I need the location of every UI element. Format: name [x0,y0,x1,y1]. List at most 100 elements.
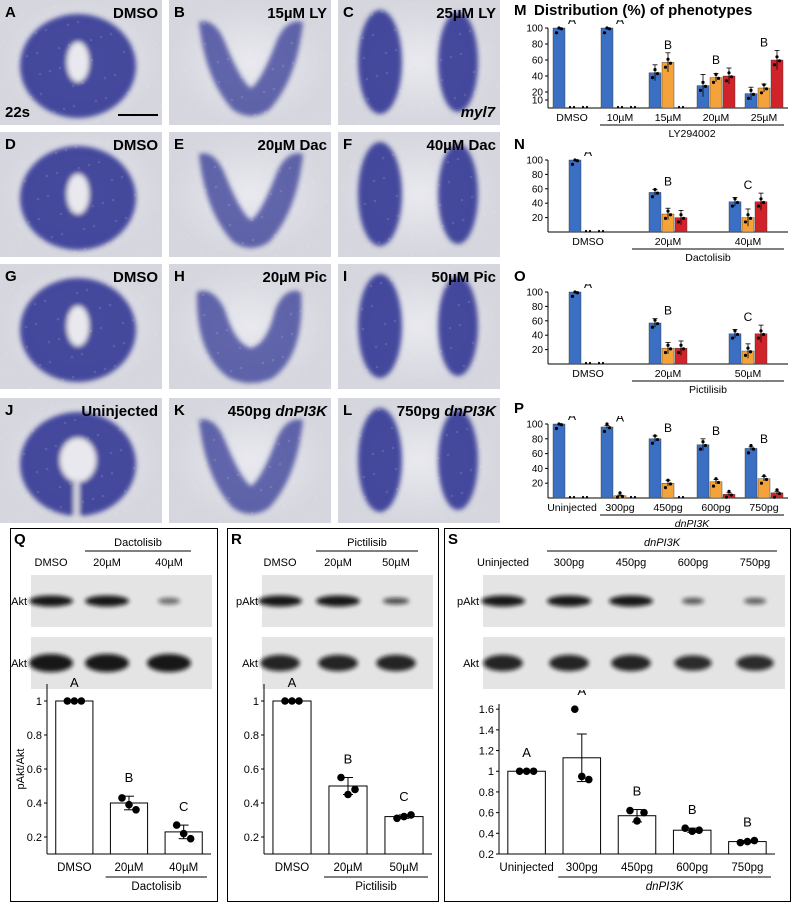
y-tick-label: 20 [532,479,544,490]
y-tick-label: 10 [532,96,544,107]
data-point [733,197,737,201]
data-point [597,229,601,233]
micrograph-J: J Uninjected [0,398,162,523]
y-tick-label: 100 [526,420,543,431]
panel-M-title: Distribution (%) of phenotypes [534,2,753,19]
significance-letter: C [744,310,753,324]
lane-label: 750pg [740,557,771,569]
stain-texture [0,0,162,125]
data-point [759,481,764,485]
data-point [746,213,750,217]
blot-R: Pictilisib DMSO 20µM 50µM pAkt Akt [236,537,433,689]
significance-letter: A [70,675,79,690]
data-point [676,220,681,224]
bar [552,423,566,499]
data-point [570,162,575,166]
protein-band [316,595,360,607]
x-tick-label: 40µM [735,236,761,248]
data-point [714,72,718,76]
x-tick-label: 15µM [655,112,681,124]
data-point [295,697,303,705]
data-point [733,329,737,333]
bar [709,77,723,109]
x-tick-label: Uninjected [499,862,553,874]
y-tick-label: 60 [532,449,544,460]
micrograph-F: F 40µM Dac [338,132,500,257]
x-tick-label: 20µM [703,112,729,124]
micrograph-D: D DMSO [0,132,162,257]
group-label: Pictilisib [355,881,397,893]
data-point [605,422,609,426]
data-point [400,812,408,821]
lane-label: 50µM [382,557,410,569]
y-tick-label: 80 [532,434,544,445]
data-point [751,92,756,96]
blot-S: dnPI3K Uninjected 300pg 450pg 600pg 750pg pAkt… [457,537,785,689]
data-point [746,346,750,350]
data-point [750,836,759,845]
x-tick-label: 40µM [169,862,198,874]
bar [55,700,94,855]
stain-texture [169,264,331,389]
data-point [70,697,79,705]
protein-band [736,655,774,671]
data-point [681,824,689,832]
y-tick-label: 60 [532,56,544,67]
significance-letter: A [577,690,586,698]
significance-letter: A [522,745,531,760]
x-tick-label: DMSO [572,236,604,248]
data-point [568,105,572,109]
data-point [772,495,777,499]
data-point [351,785,359,794]
x-tick-label: 20µM [655,236,681,248]
y-tick-label: 100 [526,288,543,299]
data-point [650,76,655,80]
significance-letter: B [760,35,768,49]
panel-letter-B: B [174,4,185,21]
blot-row-label: Akt [463,658,479,670]
data-point [730,204,735,208]
data-point [650,195,655,199]
protein-band [382,597,410,605]
panel-S-box [444,528,791,902]
data-point [602,31,607,35]
data-point [764,87,769,91]
data-point [132,806,140,814]
probe-label: myl7 [461,104,496,121]
significance-letter: C [399,789,408,804]
y-tick-label: 40 [532,331,544,342]
data-point [572,105,576,109]
significance-letter: B [664,421,672,435]
data-point [743,220,748,224]
data-point [711,80,716,84]
lane-label: DMSO [35,557,68,569]
data-point [585,105,589,109]
micrograph-K: K 450pg dnPI3K [169,398,331,523]
data-point [407,811,415,819]
y-tick-label: 100 [526,156,543,167]
y-tick-label: 0.6 [479,808,494,820]
panel-Q-box [10,528,218,902]
x-tick-label: 750pg [749,502,778,514]
data-point [588,361,592,365]
bar [507,770,546,855]
stain-texture [0,398,160,523]
condition-label: DMSO [113,137,158,154]
protein-band [481,595,525,607]
heart-tissue-stain [358,274,478,378]
group-label: Dactolisib [685,252,731,262]
panel-letter-A: A [5,4,16,21]
condition-label: DMSO [113,5,158,22]
data-point [557,422,561,426]
data-point [775,488,779,492]
significance-letter: A [584,284,592,291]
condition-label: 20µM Dac [257,137,327,154]
y-tick-label: 80 [532,302,544,313]
heart-tissue-stain [199,419,303,514]
blot-row-label: pAkt [11,596,27,608]
data-point [653,318,657,322]
x-tick-label: DMSO [556,112,588,124]
y-tick-label: 80 [532,40,544,51]
condition-label: 25µM LY [436,5,496,22]
protein-band [29,595,73,607]
